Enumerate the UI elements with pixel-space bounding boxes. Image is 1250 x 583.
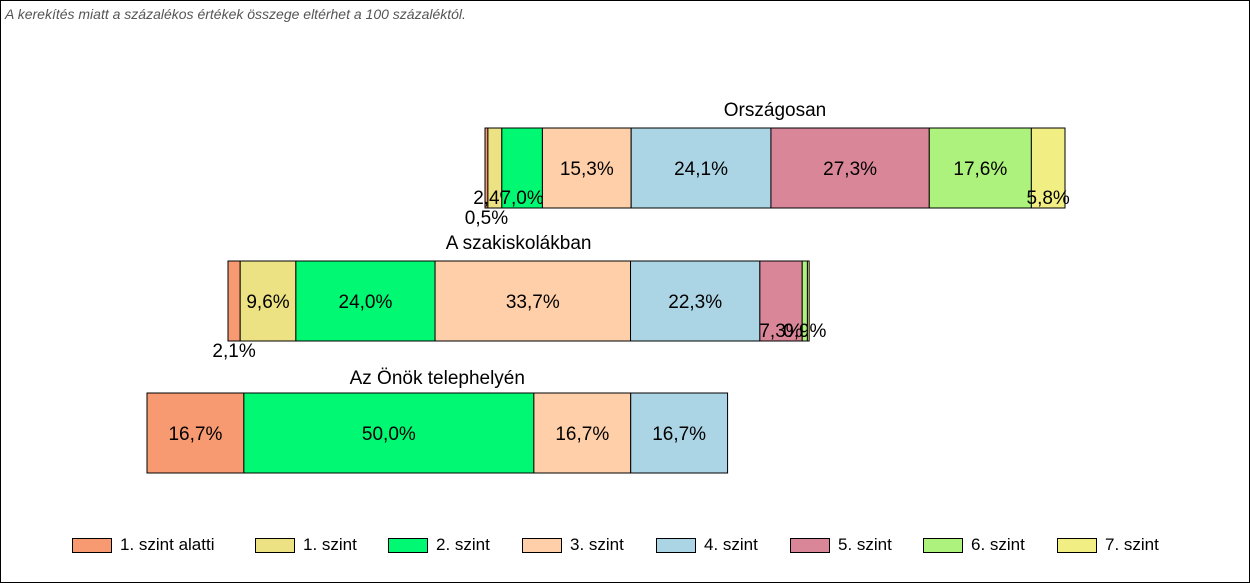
data-label: 5,8%	[1027, 188, 1070, 209]
bar-segment	[295, 260, 436, 342]
legend-label: 6. szint	[971, 535, 1025, 554]
legend-label: 3. szint	[570, 535, 624, 554]
data-label: 0,9%	[783, 321, 826, 342]
data-label: 2,1%	[212, 341, 255, 362]
rounding-note: A kerekítés miatt a százalékos értékek ö…	[5, 6, 466, 22]
data-label: 7,3%	[759, 321, 802, 342]
legend-swatch	[1057, 537, 1097, 553]
legend-item: 2. szint	[388, 535, 490, 555]
data-label: 16,7%	[555, 424, 609, 445]
legend-item: 6. szint	[923, 535, 1025, 555]
data-label: 16,7%	[652, 424, 706, 445]
data-label: 27,3%	[823, 159, 877, 180]
data-label: 24,0%	[339, 292, 393, 313]
data-label: 50,0%	[362, 424, 416, 445]
bar-segment	[630, 392, 729, 474]
bar-segment	[243, 392, 535, 474]
legend-label: 1. szint alatti	[120, 535, 215, 554]
data-label: 9,6%	[246, 292, 289, 313]
legend-item: 1. szint	[255, 535, 357, 555]
bar-segment	[928, 127, 1032, 209]
group-title: A szakiskolákban	[446, 233, 592, 254]
bar-group: Az Önök telephelyén 16,7% 50,0% 16,7% 16,7%	[146, 368, 729, 474]
bar-segment	[1030, 127, 1066, 209]
data-label: 16,7%	[168, 424, 222, 445]
data-label: 33,7%	[506, 292, 560, 313]
legend-label: 2. szint	[436, 535, 490, 554]
data-label: 15,3%	[560, 159, 614, 180]
data-label: 0,5%	[465, 208, 508, 229]
legend-label: 5. szint	[838, 535, 892, 554]
legend-item: 5. szint	[790, 535, 892, 555]
legend: 1. szint alatti 1. szint 2. szint 3. szint 4…	[0, 535, 1250, 557]
legend-swatch	[388, 537, 428, 553]
legend-swatch	[255, 537, 295, 553]
group-title: Országosan	[724, 100, 826, 121]
bar-segment	[806, 260, 810, 342]
data-label: 22,3%	[668, 292, 722, 313]
legend-item: 1. szint alatti	[72, 535, 215, 555]
legend-swatch	[522, 537, 562, 553]
legend-swatch	[790, 537, 830, 553]
bar-segment	[533, 392, 632, 474]
legend-swatch	[656, 537, 696, 553]
bar-segment	[227, 260, 241, 342]
legend-item: 4. szint	[656, 535, 758, 555]
legend-swatch	[923, 537, 963, 553]
bar-group: A szakiskolákban 2,1% 9,6% 24,0% 33,7% 22,3% 7…	[212, 233, 826, 362]
data-label: 24,1%	[674, 159, 728, 180]
legend-swatch	[72, 537, 112, 553]
legend-item: 7. szint	[1057, 535, 1159, 555]
bar-segment	[501, 127, 543, 209]
bar-segment	[759, 260, 803, 342]
legend-label: 4. szint	[704, 535, 758, 554]
data-label: 7,0%	[500, 188, 543, 209]
bar-segment	[239, 260, 297, 342]
group-title: Az Önök telephelyén	[350, 368, 525, 389]
legend-label: 1. szint	[303, 535, 357, 554]
bar-segment	[146, 392, 245, 474]
legend-label: 7. szint	[1105, 535, 1159, 554]
bar-segment	[630, 260, 761, 342]
data-label: 17,6%	[953, 159, 1007, 180]
legend-item: 3. szint	[522, 535, 624, 555]
